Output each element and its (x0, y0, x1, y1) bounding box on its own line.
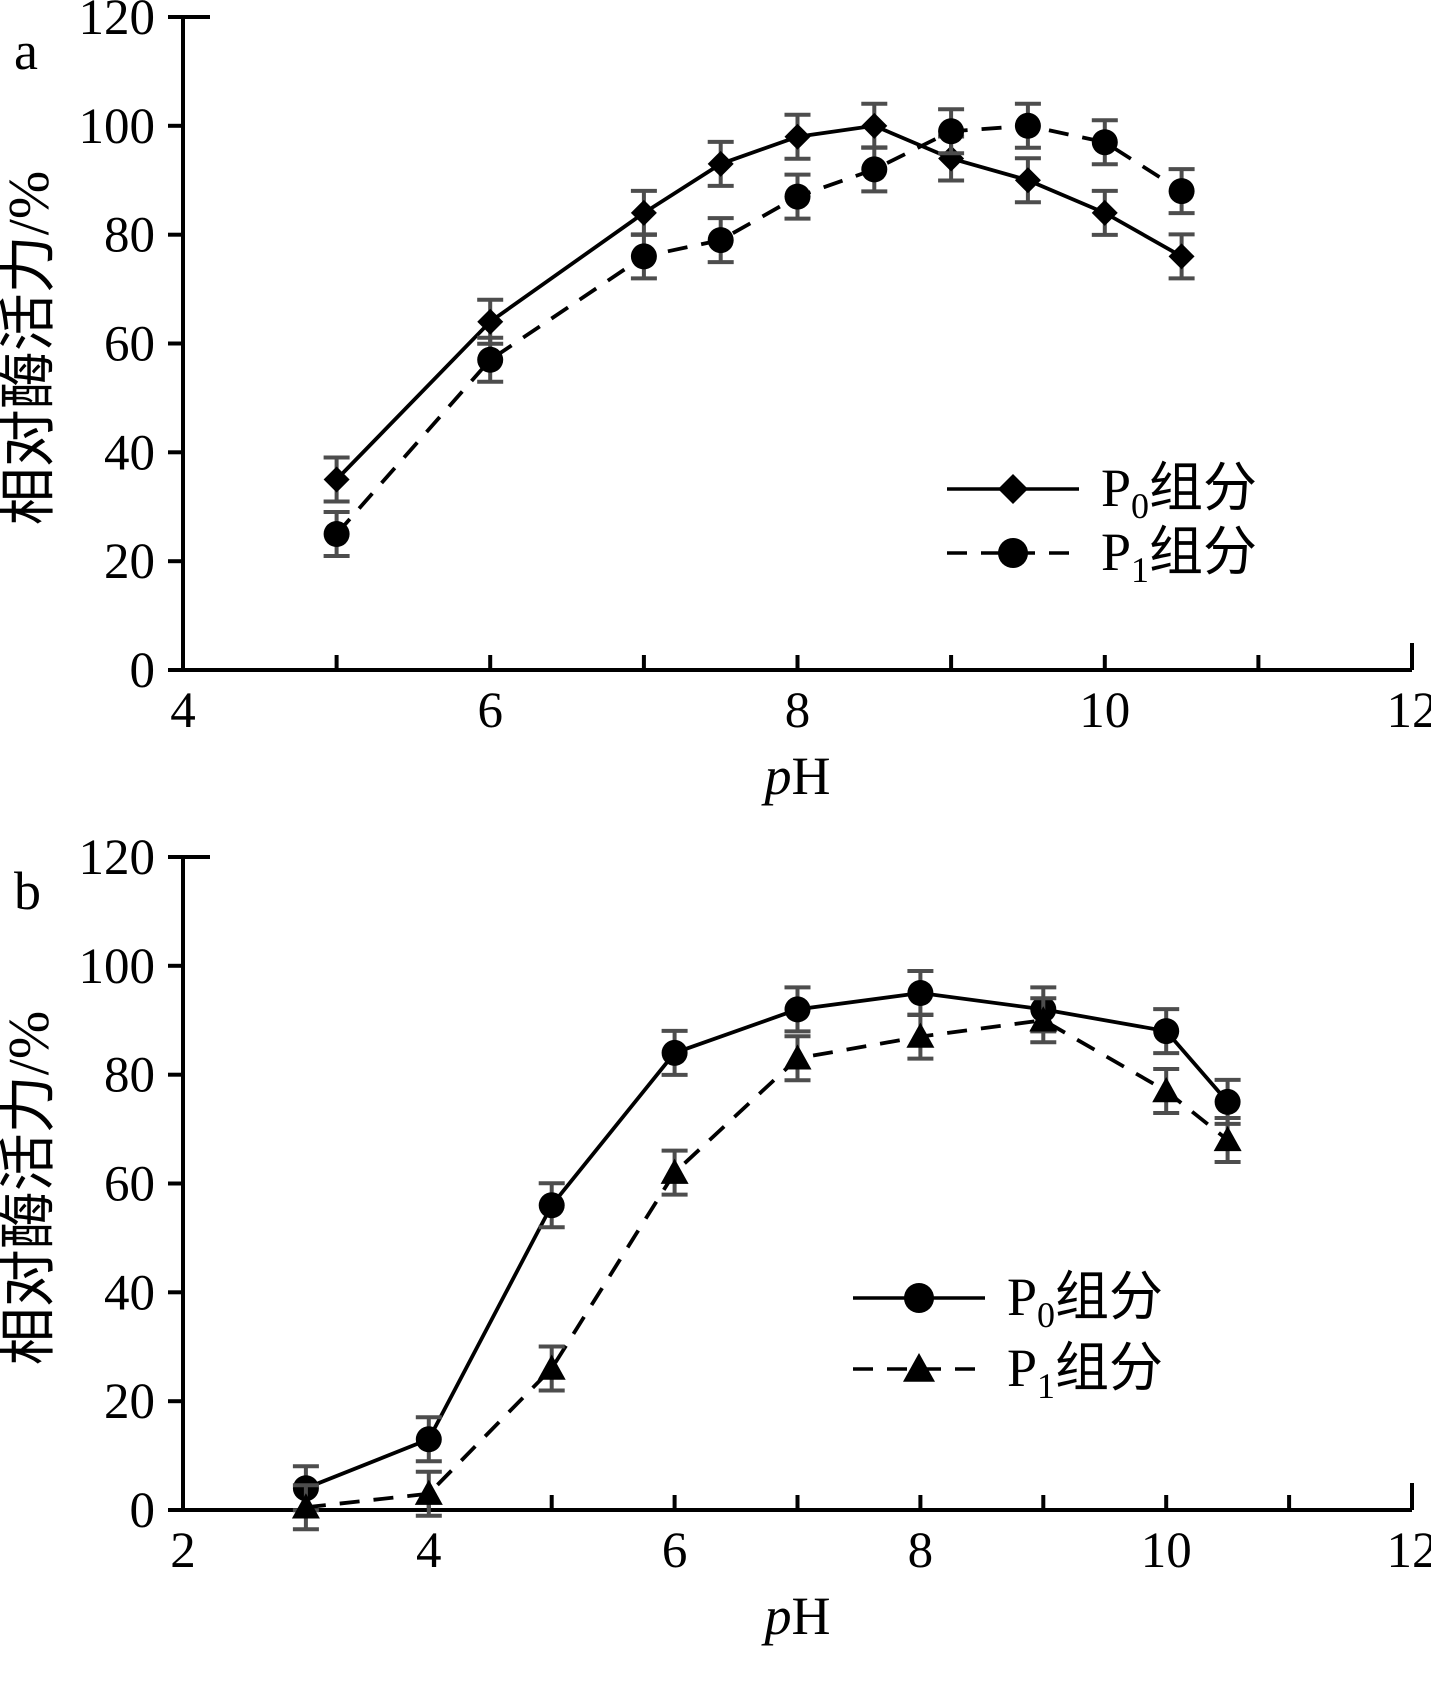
svg-text:2: 2 (170, 1523, 196, 1579)
svg-text:8: 8 (908, 1523, 934, 1579)
svg-text:12: 12 (1387, 1523, 1431, 1579)
svg-text:P0组分: P0组分 (1101, 458, 1257, 526)
svg-text:100: 100 (79, 99, 156, 155)
svg-text:40: 40 (104, 1265, 155, 1321)
svg-text:相对酶活力/%: 相对酶活力/% (0, 1011, 61, 1365)
svg-text:pH: pH (761, 746, 831, 806)
svg-text:100: 100 (79, 939, 156, 995)
svg-text:60: 60 (104, 1157, 155, 1213)
svg-text:80: 80 (104, 208, 155, 264)
svg-text:60: 60 (104, 317, 155, 373)
svg-text:120: 120 (79, 830, 156, 886)
svg-text:20: 20 (104, 1374, 155, 1430)
svg-text:6: 6 (662, 1523, 688, 1579)
svg-text:4: 4 (170, 683, 196, 739)
svg-text:相对酶活力/%: 相对酶活力/% (0, 171, 61, 525)
svg-text:4: 4 (416, 1523, 442, 1579)
svg-text:0: 0 (130, 1483, 156, 1539)
svg-text:120: 120 (79, 0, 156, 46)
svg-text:20: 20 (104, 534, 155, 590)
svg-text:P1组分: P1组分 (1101, 522, 1257, 590)
svg-text:6: 6 (477, 683, 503, 739)
svg-text:8: 8 (785, 683, 811, 739)
svg-text:P1组分: P1组分 (1007, 1338, 1163, 1406)
svg-text:10: 10 (1141, 1523, 1192, 1579)
svg-text:0: 0 (130, 643, 156, 699)
svg-text:10: 10 (1079, 683, 1130, 739)
svg-text:40: 40 (104, 425, 155, 481)
svg-text:P0组分: P0组分 (1007, 1267, 1163, 1335)
svg-text:12: 12 (1387, 683, 1431, 739)
svg-text:b: b (14, 861, 41, 921)
svg-text:pH: pH (761, 1586, 831, 1646)
svg-text:80: 80 (104, 1048, 155, 1104)
svg-text:a: a (14, 21, 38, 81)
